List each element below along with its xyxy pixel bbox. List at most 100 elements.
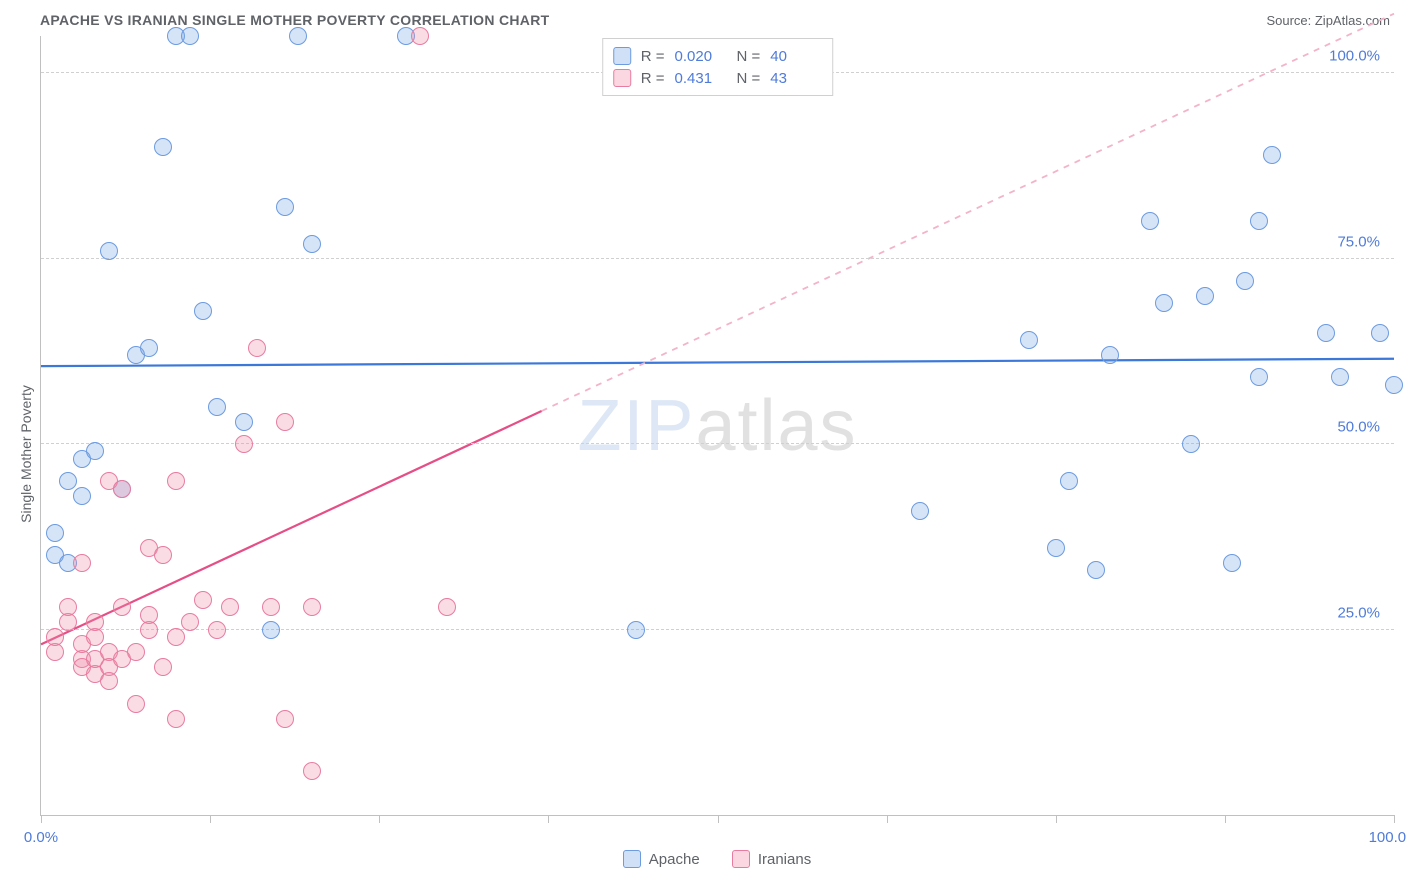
data-point [303,598,321,616]
data-point [46,524,64,542]
y-tick-label: 100.0% [1325,48,1384,65]
legend-swatch-iranians [613,69,631,87]
legend-swatch-apache [623,850,641,868]
correlation-legend-row: R = 0.020 N = 40 [613,45,823,67]
series-label-iranians: Iranians [758,851,811,868]
series-label-apache: Apache [649,851,700,868]
data-point [235,435,253,453]
r-label: R = [641,48,665,65]
data-point [1371,324,1389,342]
correlation-legend: R = 0.020 N = 40 R = 0.431 N = 43 [602,38,834,96]
data-point [194,591,212,609]
data-point [100,242,118,260]
data-point [289,27,307,45]
x-tick [210,815,211,823]
data-point [59,472,77,490]
data-point [113,598,131,616]
data-point [154,658,172,676]
x-tick [887,815,888,823]
x-tick [718,815,719,823]
data-point [262,598,280,616]
data-point [73,554,91,572]
data-point [140,339,158,357]
data-point [167,472,185,490]
n-label: N = [737,48,761,65]
x-tick [379,815,380,823]
legend-swatch-apache [613,47,631,65]
y-tick-label: 50.0% [1333,419,1384,436]
data-point [154,546,172,564]
data-point [221,598,239,616]
data-point [1250,212,1268,230]
data-point [167,710,185,728]
data-point [194,302,212,320]
data-point [276,710,294,728]
data-point [100,672,118,690]
data-point [181,613,199,631]
chart-title: APACHE VS IRANIAN SINGLE MOTHER POVERTY … [40,12,549,28]
r-value-iranians: 0.431 [675,70,727,87]
data-point [262,621,280,639]
data-point [1263,146,1281,164]
scatter-plot: ZIPatlas R = 0.020 N = 40 R = 0.431 N = … [40,36,1394,816]
data-point [411,27,429,45]
n-value-apache: 40 [770,48,822,65]
x-tick [548,815,549,823]
data-point [1236,272,1254,290]
data-point [1047,539,1065,557]
data-point [1141,212,1159,230]
data-point [113,480,131,498]
data-point [627,621,645,639]
x-tick [1394,815,1395,823]
data-point [73,487,91,505]
chart-container: Single Mother Poverty ZIPatlas R = 0.020… [12,36,1394,872]
data-point [154,138,172,156]
data-point [1087,561,1105,579]
data-point [276,198,294,216]
data-point [1317,324,1335,342]
data-point [303,762,321,780]
data-point [248,339,266,357]
data-point [235,413,253,431]
x-tick [41,815,42,823]
data-point [1196,287,1214,305]
gridline [41,629,1394,630]
data-point [1182,435,1200,453]
y-axis-label: Single Mother Poverty [18,385,34,523]
data-point [276,413,294,431]
legend-swatch-iranians [732,850,750,868]
data-point [1101,346,1119,364]
data-point [59,598,77,616]
correlation-legend-row: R = 0.431 N = 43 [613,67,823,89]
data-point [208,621,226,639]
data-point [303,235,321,253]
n-label: N = [737,70,761,87]
data-point [167,628,185,646]
watermark-part1: ZIP [577,386,695,466]
data-point [86,442,104,460]
data-point [911,502,929,520]
data-point [438,598,456,616]
data-point [46,628,64,646]
data-point [1060,472,1078,490]
data-point [1223,554,1241,572]
y-axis-label-wrap: Single Mother Poverty [12,36,40,872]
y-tick-label: 25.0% [1333,604,1384,621]
data-point [86,613,104,631]
data-point [1155,294,1173,312]
series-legend-item: Iranians [732,850,811,868]
data-point [1385,376,1403,394]
x-tick [1056,815,1057,823]
data-point [208,398,226,416]
data-point [1020,331,1038,349]
source-label: Source: ZipAtlas.com [1266,13,1390,28]
y-tick-label: 75.0% [1333,233,1384,250]
data-point [181,27,199,45]
series-legend: Apache Iranians [40,816,1394,872]
watermark-part2: atlas [695,386,857,466]
data-point [1250,368,1268,386]
r-value-apache: 0.020 [675,48,727,65]
x-tick-label: 100.0% [1369,829,1406,846]
r-label: R = [641,70,665,87]
data-point [127,643,145,661]
